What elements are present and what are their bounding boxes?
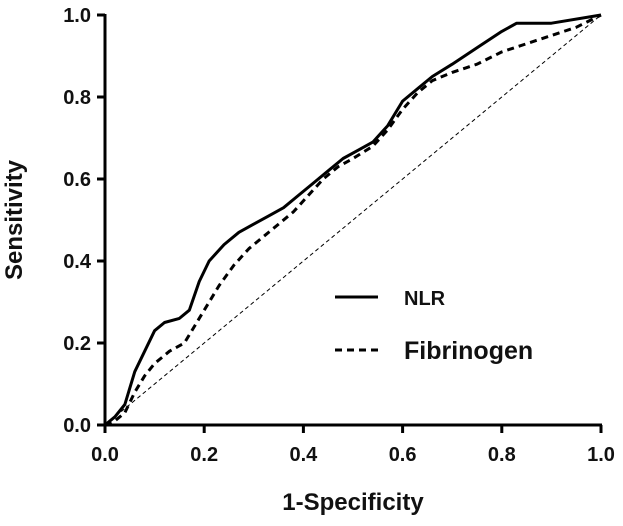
- series-line-nlr: [104, 13, 602, 427]
- y-tick-label: 0.0: [63, 415, 91, 437]
- x-tick-label: 0.0: [91, 444, 119, 466]
- y-tick-label: 0.4: [63, 251, 92, 273]
- x-tick-label: 1.0: [587, 444, 615, 466]
- x-tick-label: 0.8: [488, 444, 516, 466]
- ticks: 0.0 0.2 0.4 0.6 0.8 1.0 0.0 0.2 0.4 0.6 0.8 1.0: [63, 5, 615, 466]
- y-tick-label: 0.8: [63, 87, 91, 109]
- y-axis-title: Sensitivity: [1, 159, 28, 280]
- legend: NLR Fibrinogen: [335, 288, 533, 365]
- y-tick-label: 0.6: [63, 169, 91, 191]
- y-tick-label: 1.0: [63, 5, 91, 27]
- x-axis-title: 1-Specificity: [282, 489, 424, 516]
- y-tick-label: 0.2: [63, 333, 91, 355]
- legend-label-nlr: NLR: [404, 288, 446, 310]
- series-line-fibrinogen: [104, 13, 602, 427]
- x-tick-label: 0.6: [389, 444, 417, 466]
- x-tick-label: 0.4: [289, 444, 318, 466]
- legend-label-fibrinogen: Fibrinogen: [404, 337, 533, 365]
- axes: [103, 14, 602, 427]
- reference-diagonal-line: [104, 14, 602, 426]
- plot-area: [104, 13, 602, 427]
- x-tick-label: 0.2: [190, 444, 218, 466]
